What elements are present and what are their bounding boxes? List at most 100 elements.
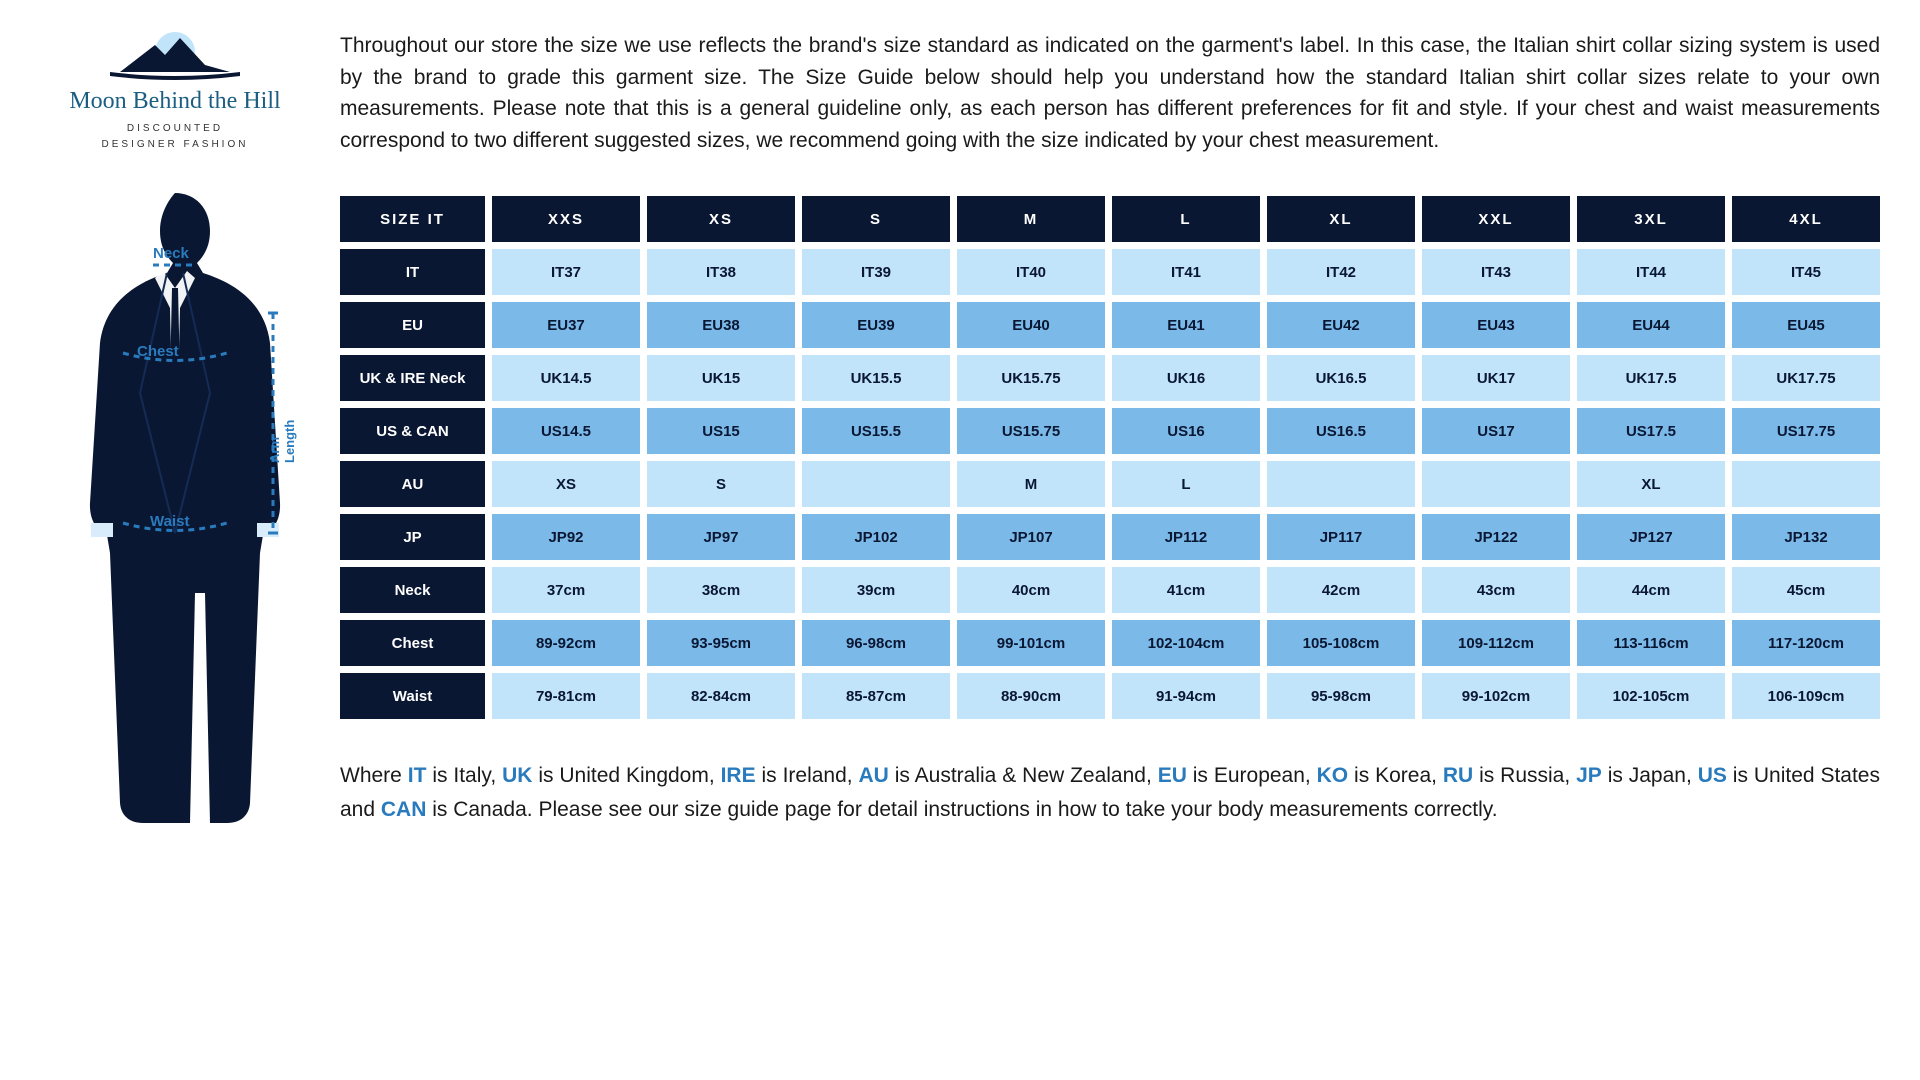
column-header: XL — [1267, 196, 1415, 242]
row-label: IT — [340, 249, 485, 295]
size-cell: 109-112cm — [1422, 620, 1570, 666]
size-cell: 82-84cm — [647, 673, 795, 719]
size-cell: EU37 — [492, 302, 640, 348]
intro-paragraph: Throughout our store the size we use ref… — [340, 30, 1880, 156]
size-cell: UK16.5 — [1267, 355, 1415, 401]
size-cell: 37cm — [492, 567, 640, 613]
country-code: KO — [1317, 764, 1349, 787]
size-cell: UK15.5 — [802, 355, 950, 401]
size-cell: JP97 — [647, 514, 795, 560]
size-cell: IT43 — [1422, 249, 1570, 295]
size-cell — [802, 461, 950, 507]
row-label: US & CAN — [340, 408, 485, 454]
label-chest: Chest — [137, 343, 179, 360]
size-cell: US15.75 — [957, 408, 1105, 454]
size-cell: JP112 — [1112, 514, 1260, 560]
size-cell: UK15.75 — [957, 355, 1105, 401]
size-cell: US16.5 — [1267, 408, 1415, 454]
size-cell: 102-105cm — [1577, 673, 1725, 719]
size-cell — [1732, 461, 1880, 507]
size-cell: XL — [1577, 461, 1725, 507]
size-cell — [1267, 461, 1415, 507]
size-cell: 79-81cm — [492, 673, 640, 719]
size-cell: XS — [492, 461, 640, 507]
size-cell: JP92 — [492, 514, 640, 560]
size-cell: EU40 — [957, 302, 1105, 348]
size-cell: UK15 — [647, 355, 795, 401]
brand-tagline-1: DISCOUNTED — [69, 121, 280, 137]
size-cell: US17.75 — [1732, 408, 1880, 454]
table-row: Waist79-81cm82-84cm85-87cm88-90cm91-94cm… — [340, 673, 1880, 719]
sidebar: Moon Behind the Hill DISCOUNTED DESIGNER… — [40, 30, 310, 1050]
main-content: Throughout our store the size we use ref… — [340, 30, 1880, 1050]
row-label: UK & IRE Neck — [340, 355, 485, 401]
row-label: Chest — [340, 620, 485, 666]
table-row: UK & IRE NeckUK14.5UK15UK15.5UK15.75UK16… — [340, 355, 1880, 401]
brand-tagline-2: DESIGNER FASHION — [69, 137, 280, 153]
brand-logo: Moon Behind the Hill DISCOUNTED DESIGNER… — [69, 30, 280, 153]
size-cell: JP122 — [1422, 514, 1570, 560]
brand-name: Moon Behind the Hill — [69, 88, 280, 115]
column-header: S — [802, 196, 950, 242]
size-cell: US14.5 — [492, 408, 640, 454]
mountain-icon — [110, 30, 240, 80]
size-cell: IT44 — [1577, 249, 1725, 295]
table-row: ITIT37IT38IT39IT40IT41IT42IT43IT44IT45 — [340, 249, 1880, 295]
size-cell: M — [957, 461, 1105, 507]
size-cell: 106-109cm — [1732, 673, 1880, 719]
label-waist: Waist — [150, 513, 189, 530]
column-header: M — [957, 196, 1105, 242]
size-cell: UK16 — [1112, 355, 1260, 401]
country-code: RU — [1443, 764, 1473, 787]
column-header: 3XL — [1577, 196, 1725, 242]
table-row: AUXSSMLXL — [340, 461, 1880, 507]
column-header: XXS — [492, 196, 640, 242]
size-cell: S — [647, 461, 795, 507]
size-cell: 44cm — [1577, 567, 1725, 613]
size-cell: 41cm — [1112, 567, 1260, 613]
size-cell: JP127 — [1577, 514, 1725, 560]
country-code: IRE — [721, 764, 756, 787]
row-label: Neck — [340, 567, 485, 613]
size-cell: 40cm — [957, 567, 1105, 613]
size-it-header: SIZE IT — [340, 196, 485, 242]
size-cell: 89-92cm — [492, 620, 640, 666]
size-cell: JP102 — [802, 514, 950, 560]
size-cell: 85-87cm — [802, 673, 950, 719]
size-cell: EU45 — [1732, 302, 1880, 348]
country-code: UK — [502, 764, 532, 787]
size-cell: EU39 — [802, 302, 950, 348]
row-label: EU — [340, 302, 485, 348]
table-row: Chest89-92cm93-95cm96-98cm99-101cm102-10… — [340, 620, 1880, 666]
size-cell: 38cm — [647, 567, 795, 613]
size-cell: JP117 — [1267, 514, 1415, 560]
size-cell: IT37 — [492, 249, 640, 295]
country-code: EU — [1158, 764, 1187, 787]
size-cell: UK17.75 — [1732, 355, 1880, 401]
size-cell: 43cm — [1422, 567, 1570, 613]
label-neck: Neck — [153, 245, 189, 262]
size-cell: 117-120cm — [1732, 620, 1880, 666]
table-row: JPJP92JP97JP102JP107JP112JP117JP122JP127… — [340, 514, 1880, 560]
size-cell: 105-108cm — [1267, 620, 1415, 666]
size-cell: EU41 — [1112, 302, 1260, 348]
label-arm-length: Arm Length — [267, 420, 297, 463]
row-label: AU — [340, 461, 485, 507]
size-cell: JP132 — [1732, 514, 1880, 560]
size-cell: IT39 — [802, 249, 950, 295]
country-code: JP — [1576, 764, 1602, 787]
size-cell: EU44 — [1577, 302, 1725, 348]
country-code: CAN — [381, 798, 427, 821]
size-cell: EU42 — [1267, 302, 1415, 348]
size-cell: 93-95cm — [647, 620, 795, 666]
size-cell: 96-98cm — [802, 620, 950, 666]
table-row: Neck37cm38cm39cm40cm41cm42cm43cm44cm45cm — [340, 567, 1880, 613]
size-cell: US16 — [1112, 408, 1260, 454]
size-cell: US17 — [1422, 408, 1570, 454]
size-cell: US17.5 — [1577, 408, 1725, 454]
size-cell: UK17 — [1422, 355, 1570, 401]
size-cell: IT45 — [1732, 249, 1880, 295]
country-code: US — [1698, 764, 1727, 787]
size-cell — [1422, 461, 1570, 507]
size-chart-table: SIZE ITXXSXSSMLXLXXL3XL4XLITIT37IT38IT39… — [340, 196, 1880, 719]
